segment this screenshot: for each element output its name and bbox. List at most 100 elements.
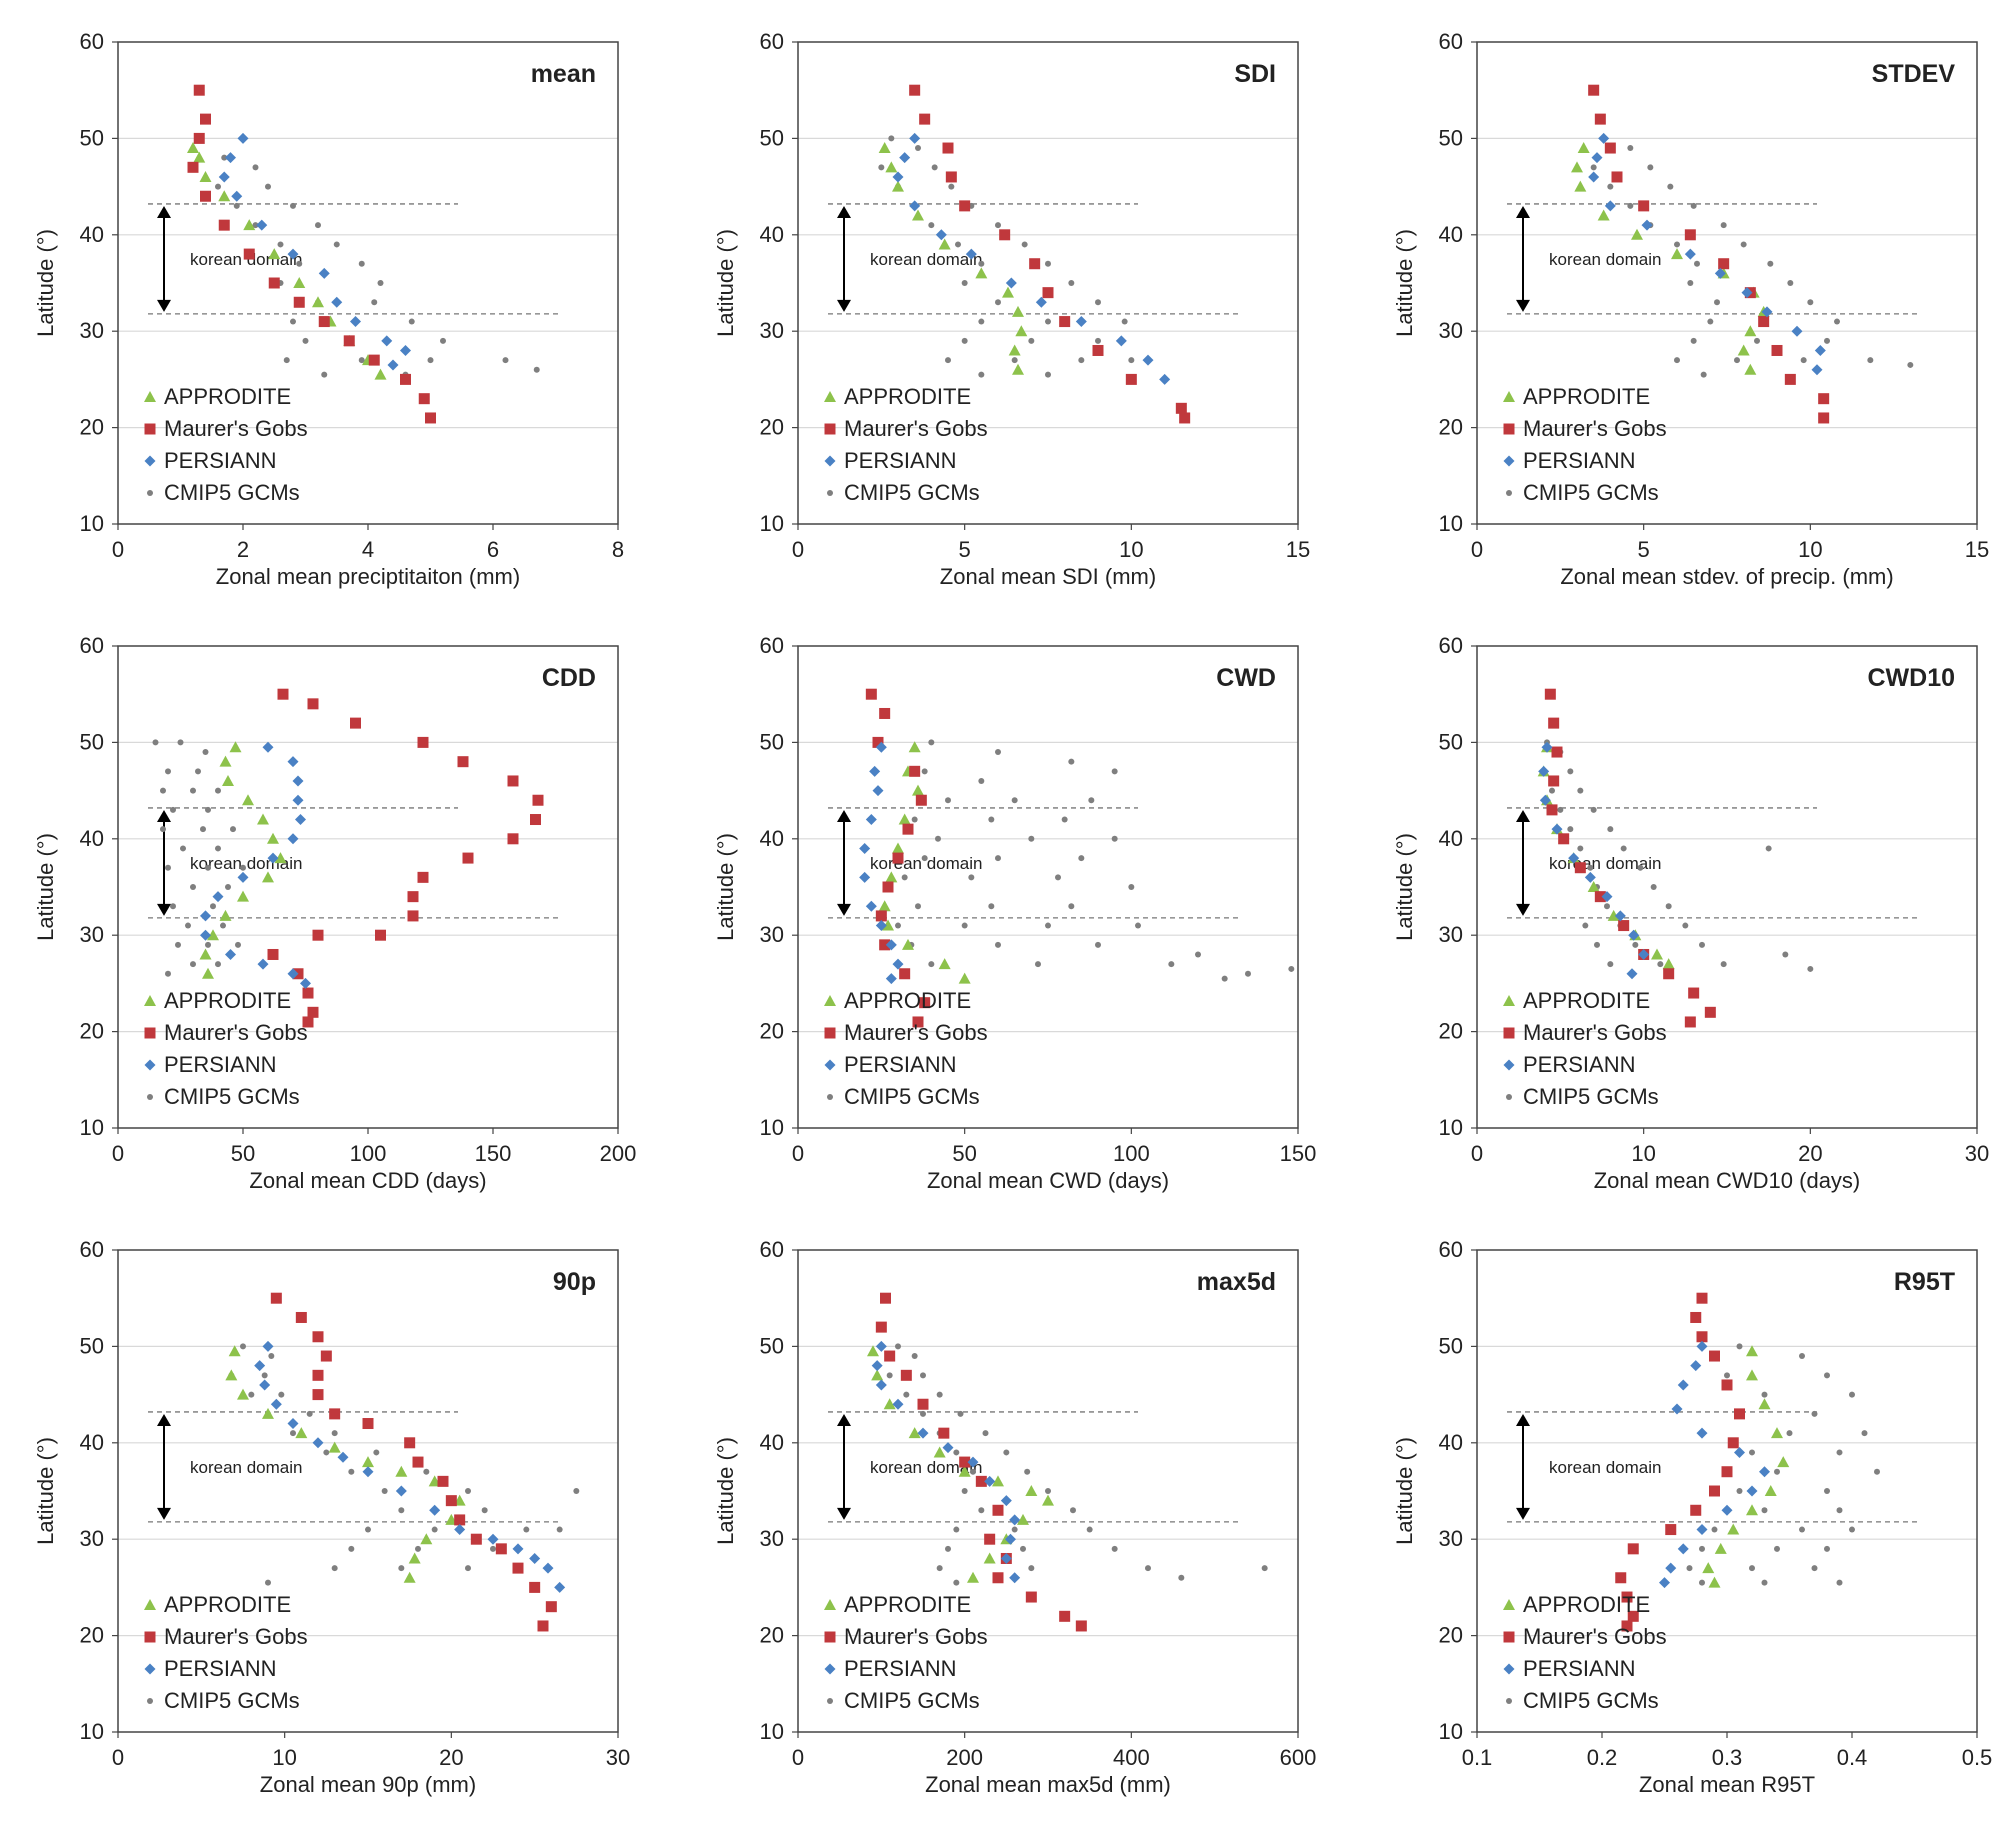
data-point — [225, 884, 231, 890]
data-point — [362, 1466, 374, 1478]
plot-frame — [1476, 645, 1978, 1129]
data-point — [1587, 864, 1594, 871]
data-point — [892, 171, 904, 183]
data-point — [556, 1526, 563, 1533]
legend-label: Maurer's Gobs — [164, 416, 308, 441]
data-point — [377, 280, 384, 286]
data-point — [942, 1442, 954, 1454]
data-point — [917, 1398, 929, 1410]
data-point — [1787, 280, 1794, 286]
data-point — [348, 1468, 355, 1475]
data-point — [1567, 826, 1574, 833]
y-tick-label: 30 — [80, 1526, 104, 1551]
legend-label: Maurer's Gobs — [844, 1624, 988, 1649]
legend-label: CMIP5 GCMs — [1523, 1084, 1659, 1109]
korean-domain-label: korean domain — [190, 1458, 302, 1477]
data-point — [899, 968, 911, 980]
x-tick-label: 0.5 — [1962, 1745, 1993, 1770]
legend-marker — [147, 1698, 153, 1704]
data-point — [229, 741, 242, 753]
data-point — [1834, 318, 1840, 325]
data-point — [1784, 373, 1796, 385]
data-point — [1791, 325, 1803, 337]
data-point — [1557, 806, 1564, 813]
x-axis-label: Zonal mean max5d (mm) — [925, 1772, 1171, 1797]
x-tick-label: 4 — [362, 537, 374, 562]
y-axis-label: Latitude (°) — [713, 1437, 738, 1545]
data-point — [859, 871, 871, 883]
legend-marker — [1503, 1599, 1515, 1610]
data-point — [1195, 951, 1201, 958]
data-point — [1694, 260, 1700, 267]
data-point — [953, 1579, 960, 1586]
legend-marker — [147, 1094, 153, 1100]
domain-arrow-head-up — [157, 1413, 171, 1426]
data-point — [252, 164, 259, 171]
data-point — [895, 922, 901, 929]
data-point — [365, 1526, 371, 1533]
data-point — [959, 1456, 971, 1468]
data-point — [1567, 768, 1574, 775]
legend-marker — [144, 1059, 156, 1071]
data-point — [1588, 84, 1600, 96]
legend-label: PERSIANN — [164, 1656, 276, 1681]
data-point — [193, 84, 205, 96]
data-point — [190, 787, 196, 794]
data-point — [1584, 871, 1596, 883]
data-point — [256, 219, 268, 231]
data-point — [928, 739, 935, 746]
data-point — [1659, 1577, 1670, 1589]
data-point — [920, 1372, 926, 1379]
data-point — [302, 987, 314, 999]
data-point — [1029, 258, 1041, 270]
data-point — [1003, 1449, 1010, 1456]
data-point — [1045, 371, 1051, 378]
legend-label: CMIP5 GCMs — [164, 1688, 300, 1713]
chart-panel-3: 10 20 30 40 50 60 0 5 10 15 Zonal mean stdev. of p… — [1392, 29, 1989, 589]
data-point — [1727, 1437, 1739, 1449]
data-point — [867, 1345, 879, 1357]
data-point — [1159, 373, 1171, 385]
panel-title: R95T — [1894, 1268, 1955, 1296]
data-point — [1574, 862, 1586, 874]
domain-arrow-head-down — [157, 299, 171, 312]
data-point — [1749, 1565, 1755, 1572]
data-point — [955, 241, 961, 248]
data-point — [885, 871, 898, 883]
y-tick-label: 30 — [80, 318, 104, 343]
data-point — [1115, 335, 1127, 347]
legend-marker — [1506, 1698, 1512, 1704]
data-point — [423, 1468, 430, 1475]
data-point — [420, 1533, 433, 1545]
data-point — [1709, 1350, 1720, 1362]
data-point — [1045, 922, 1051, 929]
domain-arrow-head-down — [837, 299, 851, 312]
data-point — [205, 806, 211, 813]
data-point — [199, 948, 212, 960]
data-point — [884, 1350, 896, 1362]
x-axis-label: Zonal mean R95T — [1639, 1772, 1815, 1797]
data-point — [921, 855, 928, 862]
data-point — [427, 357, 434, 364]
data-point — [909, 132, 921, 144]
x-tick-label: 10 — [272, 1745, 296, 1770]
data-point — [1135, 922, 1141, 929]
data-point — [928, 222, 935, 229]
legend-label: APPRODITE — [844, 384, 971, 409]
data-point — [1011, 797, 1018, 804]
data-point — [1245, 970, 1251, 977]
data-point — [267, 852, 279, 864]
data-point — [1607, 961, 1614, 968]
y-tick-label: 50 — [80, 729, 104, 754]
data-point — [1696, 1331, 1708, 1343]
x-tick-label: 30 — [606, 1745, 630, 1770]
data-point — [237, 871, 249, 883]
legend-label: PERSIANN — [1523, 1052, 1635, 1077]
data-point — [1744, 363, 1757, 375]
data-point — [859, 842, 871, 854]
x-tick-label: 10 — [1798, 537, 1822, 562]
data-point — [1024, 1468, 1031, 1475]
data-point — [395, 1465, 408, 1477]
data-point — [1746, 1369, 1758, 1381]
legend-marker — [824, 1027, 836, 1039]
